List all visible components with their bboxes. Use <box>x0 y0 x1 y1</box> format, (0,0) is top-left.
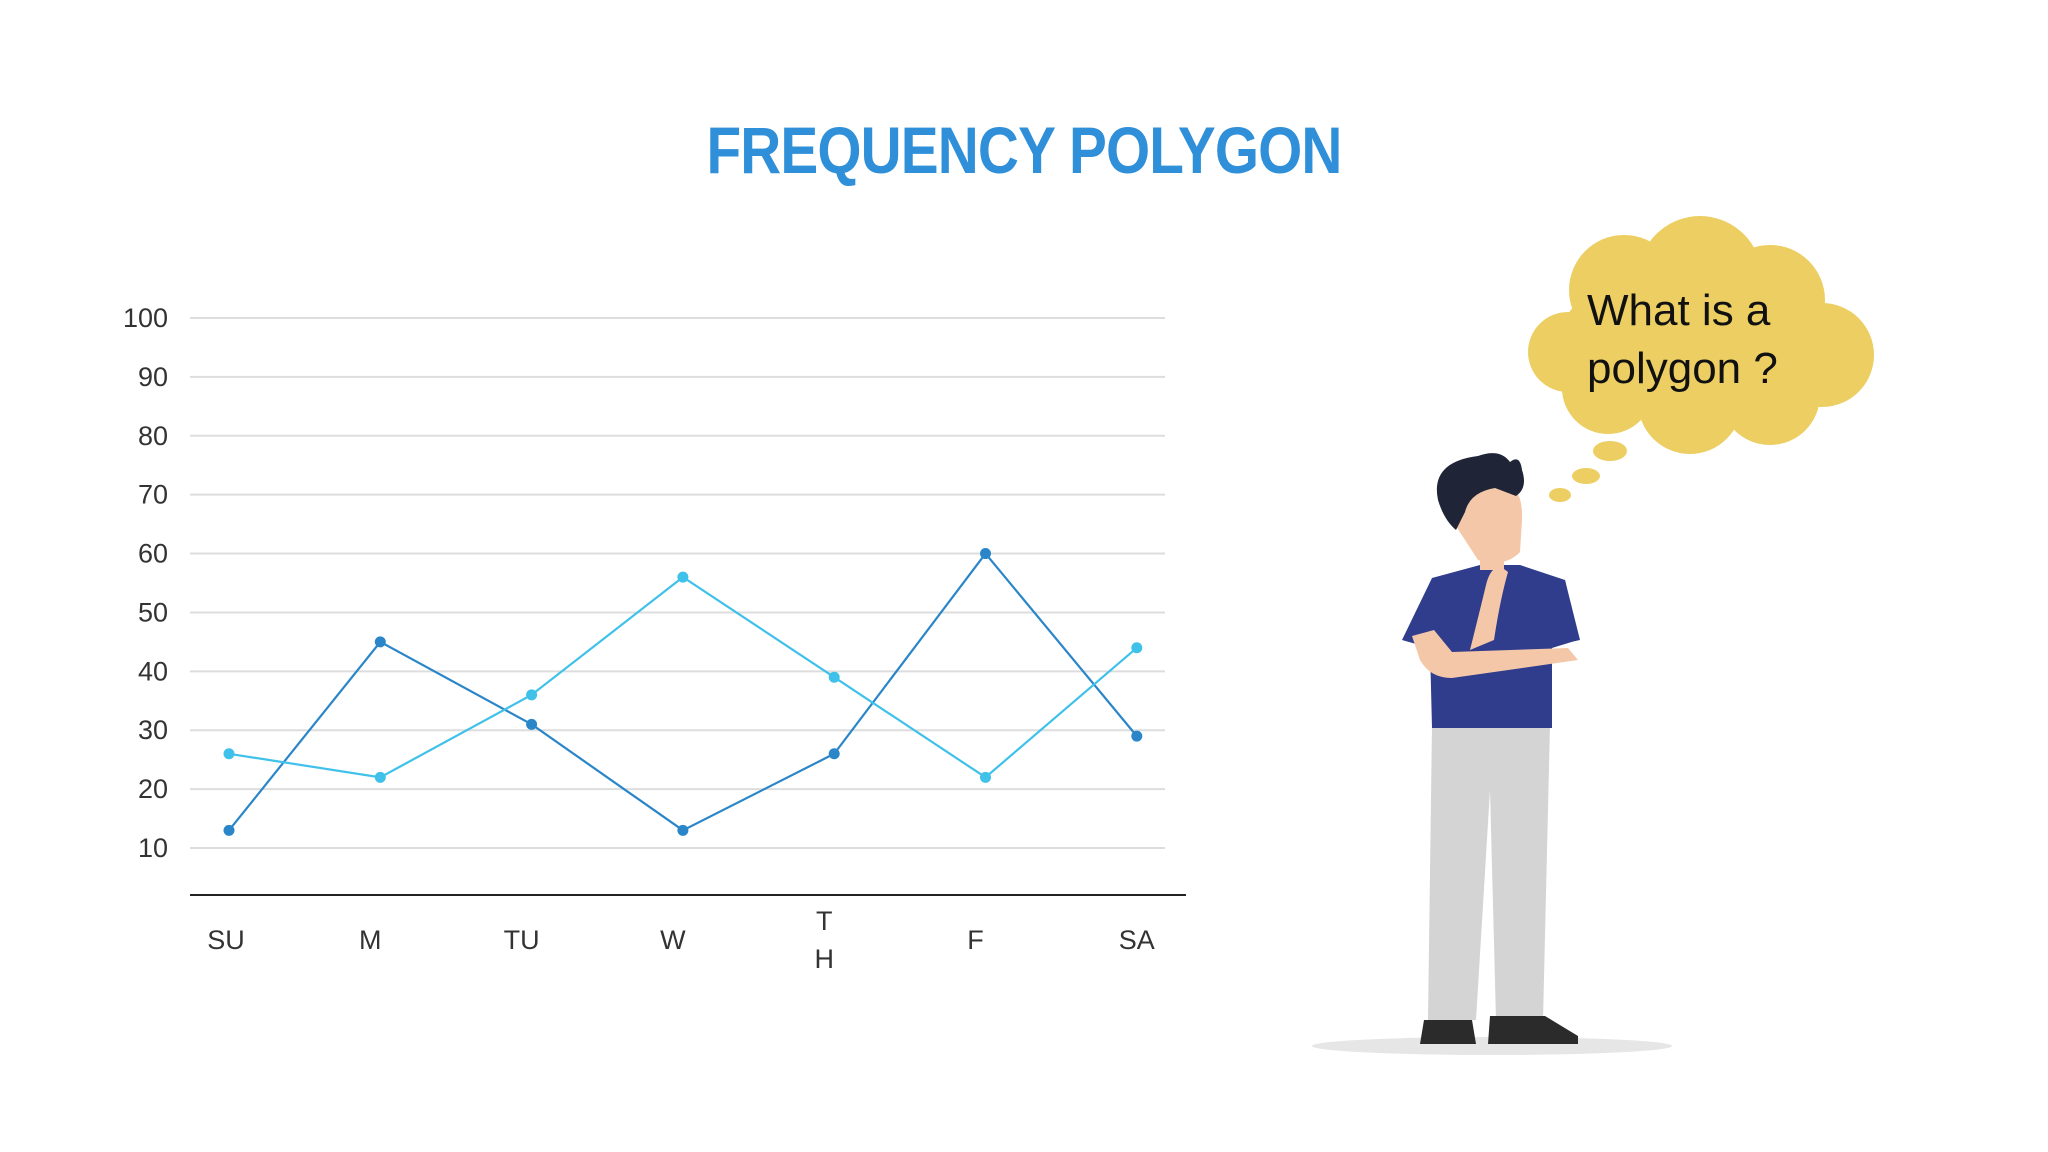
x-tick-label: T <box>816 906 833 936</box>
y-tick-label: 40 <box>138 656 168 686</box>
y-tick-label: 30 <box>138 715 168 745</box>
data-point <box>980 548 991 560</box>
thought-bubble <box>1528 216 1874 502</box>
frequency-polygon-chart: 10 20 30 40 50 60 70 80 90 100 SU M TU W TH F SA <box>123 303 1186 974</box>
sleeve-right <box>1545 580 1580 646</box>
x-tick-label: SA <box>1119 925 1155 955</box>
left-shoe <box>1420 1020 1476 1044</box>
y-tick-label: 10 <box>138 833 168 863</box>
data-point <box>677 571 689 583</box>
data-point <box>374 771 386 783</box>
y-tick-label: 20 <box>138 774 168 804</box>
data-point <box>828 671 840 683</box>
shirt <box>1402 565 1578 728</box>
thought-line-1: What is a <box>1587 286 1771 335</box>
data-point <box>526 689 538 701</box>
data-point <box>374 636 386 648</box>
y-tick-label: 50 <box>138 597 168 627</box>
y-tick-label: 70 <box>138 480 168 510</box>
data-point <box>223 748 235 760</box>
y-tick-label: 80 <box>138 421 168 451</box>
arm-raised <box>1470 566 1508 650</box>
data-point <box>828 748 840 760</box>
thought-line-2: polygon ? <box>1587 344 1778 393</box>
y-axis-ticks: 10 20 30 40 50 60 70 80 90 100 <box>123 303 168 863</box>
x-tick-label: H <box>814 944 834 974</box>
data-point <box>1131 642 1143 654</box>
data-point <box>677 824 689 836</box>
page-title: FREQUENCY POLYGON <box>706 113 1342 187</box>
data-point <box>980 771 991 783</box>
x-tick-label: SU <box>207 925 245 955</box>
data-point <box>526 718 538 730</box>
hair <box>1436 453 1524 530</box>
y-tick-label: 90 <box>138 362 168 392</box>
pants <box>1428 725 1550 1020</box>
man-figure <box>1402 453 1580 1044</box>
x-tick-label: F <box>967 925 984 955</box>
arm-crossed <box>1412 630 1578 678</box>
ground-shadow <box>1312 1037 1672 1055</box>
x-tick-label: M <box>359 925 382 955</box>
y-tick-label: 60 <box>138 539 168 569</box>
x-tick-label: TU <box>504 925 540 955</box>
y-tick-label: 100 <box>123 303 168 333</box>
data-point <box>223 824 235 836</box>
x-axis-ticks: SU M TU W TH F SA <box>207 906 1155 974</box>
series-lines <box>223 548 1143 836</box>
data-point <box>1131 730 1143 742</box>
x-tick-label: W <box>660 925 686 955</box>
right-shoe <box>1488 1016 1578 1044</box>
grid-lines <box>190 317 1165 849</box>
